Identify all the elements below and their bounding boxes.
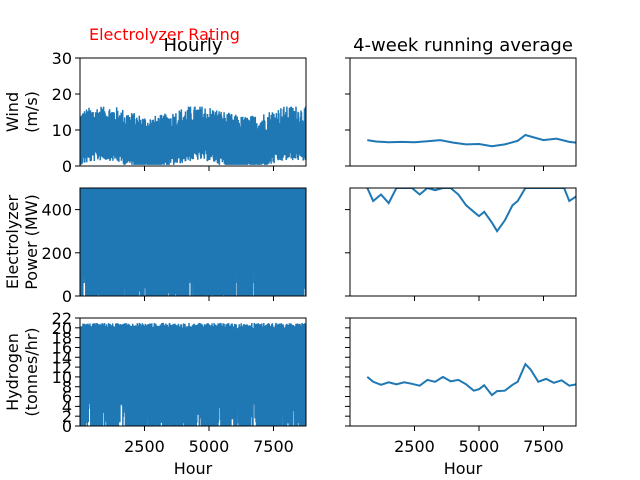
y-axis-label-line: Electrolyzer [3, 194, 22, 289]
panel-title: 4-week running average [353, 35, 573, 56]
y-tick-label: 14 [52, 348, 72, 367]
y-tick-label: 20 [52, 319, 72, 338]
axes-frame [349, 317, 577, 427]
y-axis-label: Hydrogen(tonnes/hr) [3, 327, 41, 416]
panel-hydrogen-running-average: 2500 5000 7500 Hour [345, 317, 577, 478]
axes-frame [79, 57, 307, 167]
plot-area [80, 322, 306, 426]
x-tick-label: 2500 [394, 437, 435, 456]
series-line [80, 322, 306, 426]
y-axis-label-line: Hydrogen [3, 333, 22, 411]
y-tick-label: 400 [41, 201, 72, 220]
panel-wind-running-average: 4-week running average [345, 35, 577, 171]
x-axis-label: Hour [174, 459, 213, 478]
axes-frame [349, 187, 577, 297]
plot-area [80, 188, 306, 296]
series-line [366, 362, 576, 397]
plot-area [367, 133, 576, 148]
y-axis-label-line: (tonnes/hr) [22, 327, 41, 416]
y-axis-label: Wind(m/s) [3, 91, 41, 133]
x-tick-label: 5000 [459, 437, 500, 456]
y-axis-label-line: (m/s) [22, 91, 41, 133]
y-axis-label-line: Wind [3, 92, 22, 132]
y-tick-label: 20 [52, 85, 72, 104]
y-tick-label: 4 [62, 397, 72, 416]
y-tick-label: 10 [52, 368, 72, 387]
y-axis-label: ElectrolyzerPower (MW) [3, 194, 41, 290]
y-tick-label: 22 [52, 309, 72, 328]
x-tick-label: 2500 [124, 437, 165, 456]
y-tick-label: 10 [52, 121, 72, 140]
x-axis-label: Hour [444, 459, 483, 478]
plot-area [80, 106, 306, 165]
y-tick-label: 200 [41, 244, 72, 263]
axes-frame [79, 317, 307, 427]
annotation-electrolyzer-rating: Electrolyzer Rating [89, 25, 240, 44]
x-tick-label: 5000 [189, 437, 230, 456]
series-line [80, 106, 306, 165]
y-axis-label-line: Power (MW) [22, 194, 41, 290]
plot-area [366, 362, 576, 397]
y-tick-label: 8 [62, 378, 72, 397]
panel-title: Hourly [163, 35, 222, 56]
y-tick-label: 6 [62, 388, 72, 407]
x-tick-label: 7500 [253, 437, 294, 456]
plot-area [366, 188, 576, 234]
series-line [367, 133, 576, 148]
y-tick-label: 30 [52, 49, 72, 68]
y-tick-label: 12 [52, 358, 72, 377]
axes-frame [349, 57, 577, 167]
series-line [366, 188, 576, 234]
y-tick-label: 2 [62, 407, 72, 426]
panel-wind-hourly: 0 10 20 30 Hourly Wind(m/s) [3, 35, 307, 176]
y-tick-label: 18 [52, 329, 72, 348]
y-tick-label: 0 [62, 287, 72, 306]
y-tick-label: 0 [62, 157, 72, 176]
y-tick-label: 16 [52, 338, 72, 357]
y-tick-label: 0 [62, 417, 72, 436]
series-fill [80, 188, 306, 284]
axes-frame [79, 187, 307, 297]
x-tick-label: 7500 [523, 437, 564, 456]
panel-electrolyzer-running-average [345, 187, 577, 301]
